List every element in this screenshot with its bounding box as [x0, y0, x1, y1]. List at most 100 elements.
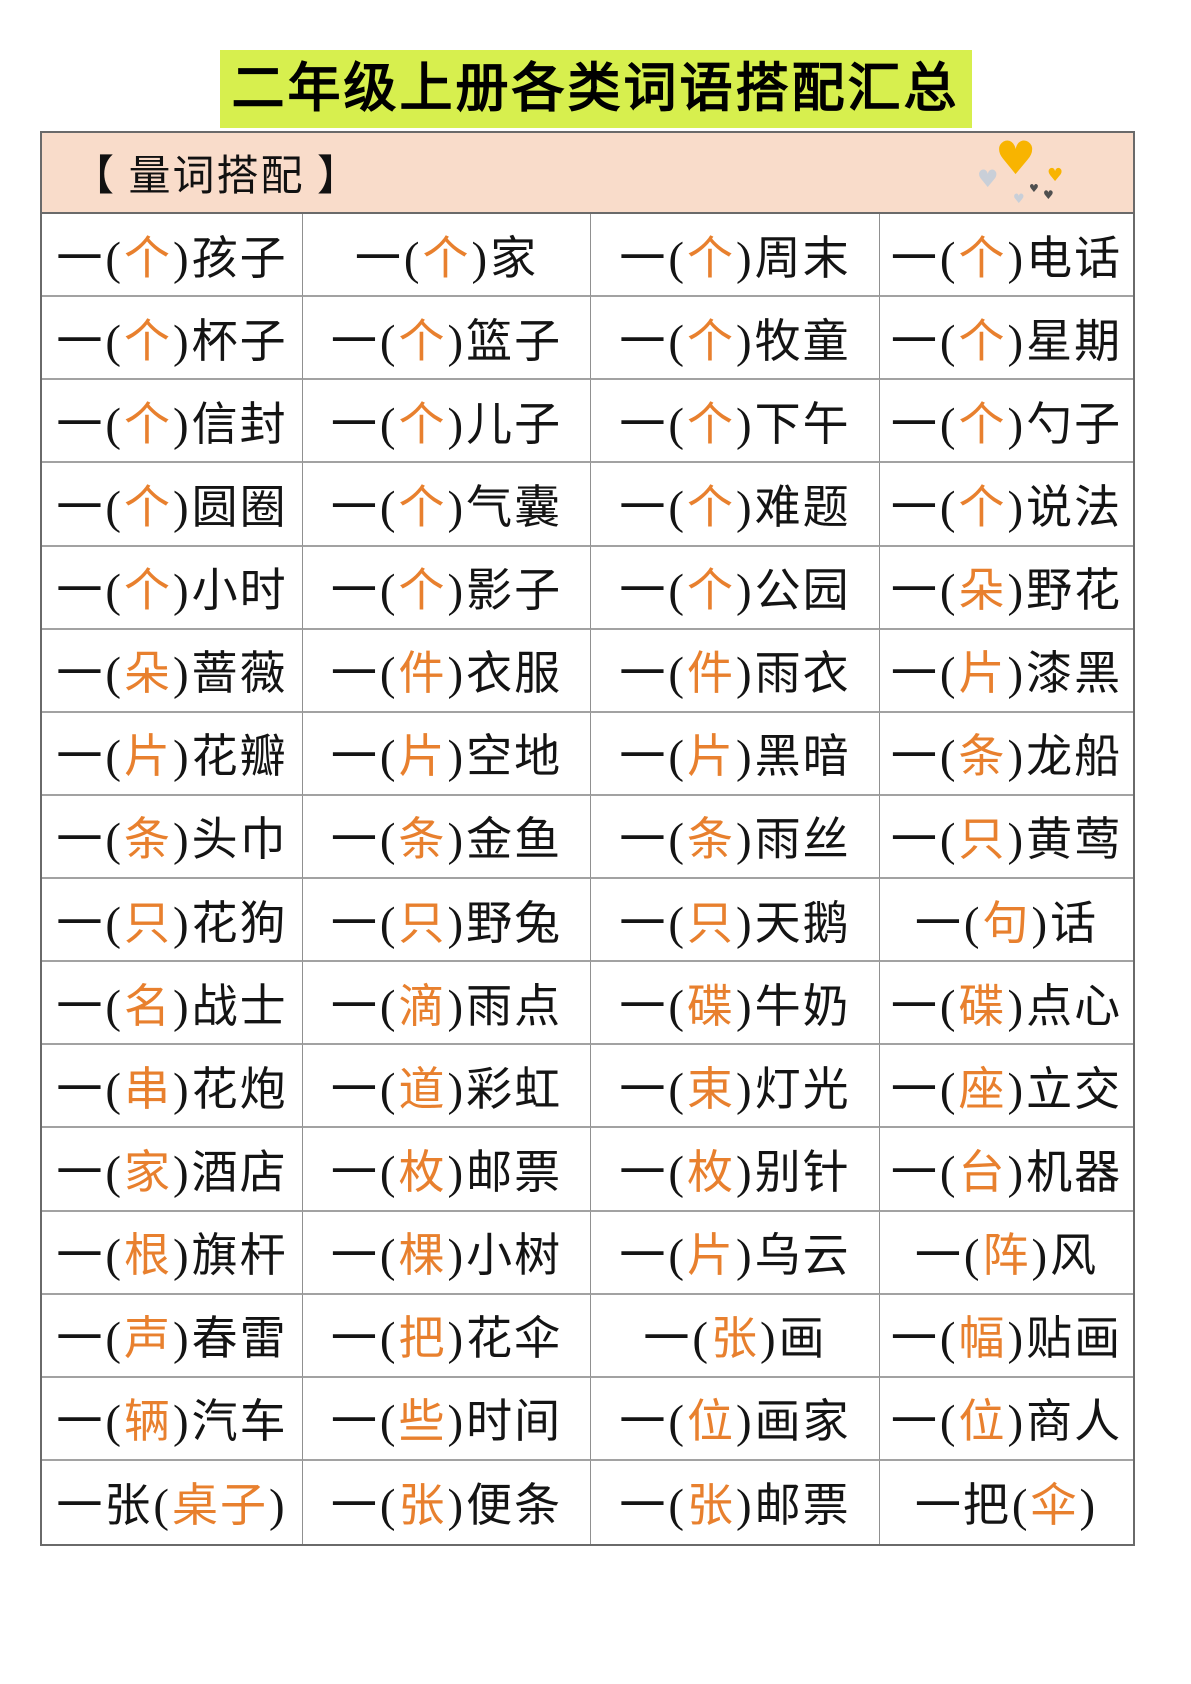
table-cell: 一(个)公园 — [590, 546, 880, 630]
open-paren: ( — [963, 897, 982, 950]
measure-word: 些 — [398, 1396, 447, 1448]
phrase-prefix: 一 — [330, 565, 379, 617]
open-paren: ( — [379, 980, 398, 1033]
collocation-phrase: 一(座)立交 — [891, 1053, 1122, 1119]
close-paren: ) — [447, 731, 466, 784]
close-paren: ) — [1007, 1313, 1026, 1366]
close-paren: ) — [447, 1063, 466, 1116]
open-paren: ( — [379, 897, 398, 950]
close-paren: ) — [1079, 1480, 1098, 1533]
phrase-noun: 头巾 — [191, 814, 288, 866]
open-paren: ( — [668, 731, 686, 784]
close-paren: ) — [173, 1396, 191, 1449]
section-title: 【 量词搭配 】 — [72, 154, 362, 200]
table-cell: 一(只)花狗 — [42, 879, 304, 963]
phrase-noun: 周末 — [754, 232, 851, 284]
table-cell: 一(句)话 — [879, 879, 1133, 963]
phrase-prefix: 一 — [56, 1146, 105, 1198]
phrase-prefix: 一 — [330, 315, 379, 367]
phrase-noun: 春雷 — [191, 1313, 288, 1365]
collocation-phrase: 一(只)黄莺 — [891, 803, 1122, 869]
phrase-noun: 公园 — [754, 565, 851, 617]
table-cell: 一(个)电话 — [879, 214, 1133, 298]
phrase-prefix: 一 — [330, 398, 379, 450]
table-cell: 一(个)圆圈 — [42, 463, 304, 547]
table-cell: 一(张)邮票 — [591, 1460, 880, 1544]
table-cell: 一(名)战士 — [42, 962, 304, 1046]
collocation-phrase: 一(根)旗杆 — [56, 1219, 287, 1285]
content-board: 【 量词搭配 】 ♥ ♥ ♥ ♥ ♥ ♥ 一(个)孩子 一(个)家 一(个)周末 一(… — [40, 131, 1135, 1546]
phrase-noun: 野花 — [1026, 565, 1123, 617]
open-paren: ( — [105, 232, 124, 285]
collocation-phrase: 一(位)商人 — [891, 1385, 1122, 1451]
table-cell: 一(个)难题 — [590, 463, 880, 547]
phrase-noun: 家 — [490, 232, 539, 284]
collocation-phrase: 一(片)乌云 — [619, 1219, 850, 1285]
table-cell: 一(个)气囊 — [303, 463, 591, 547]
open-paren: ( — [668, 1480, 686, 1533]
table-cell: 一(片)乌云 — [590, 1211, 880, 1295]
close-paren: ) — [447, 398, 466, 451]
open-paren: ( — [668, 481, 686, 534]
collocation-phrase: 一(枚)别针 — [619, 1136, 850, 1202]
table-cell: 一(个)杯子 — [42, 297, 304, 381]
table-cell: 一(条)雨丝 — [590, 795, 880, 879]
phrase-prefix: 一张 — [56, 1480, 153, 1532]
open-paren: ( — [379, 1230, 398, 1283]
open-paren: ( — [692, 1313, 710, 1366]
heart-icon-gray: ♥ — [977, 165, 999, 193]
phrase-prefix: 一 — [56, 398, 105, 450]
phrase-noun: 牧童 — [754, 315, 851, 367]
measure-word: 位 — [686, 1396, 735, 1448]
measure-word: 个 — [686, 232, 735, 284]
phrase-noun: 龙船 — [1026, 731, 1123, 783]
phrase-prefix: 一 — [354, 232, 403, 284]
collocation-phrase: 一(个)周末 — [619, 222, 850, 288]
measure-word: 道 — [398, 1063, 447, 1115]
close-paren: ) — [1007, 1396, 1026, 1449]
collocation-phrase: 一(个)气囊 — [331, 471, 562, 537]
open-paren: ( — [668, 980, 686, 1033]
close-paren: ) — [1007, 1063, 1026, 1116]
close-paren: ) — [1007, 648, 1026, 701]
phrase-prefix: 一 — [890, 398, 939, 450]
collocation-phrase: 一(件)衣服 — [331, 637, 562, 703]
close-paren: ) — [447, 1230, 466, 1283]
measure-word: 位 — [958, 1396, 1007, 1448]
close-paren: ) — [1007, 398, 1026, 451]
collocation-phrase: 一(片)黑暗 — [619, 720, 850, 786]
measure-word: 串 — [124, 1063, 173, 1115]
close-paren: ) — [447, 481, 466, 534]
table-cell: 一(碟)牛奶 — [590, 962, 880, 1046]
phrase-noun: 难题 — [754, 481, 851, 533]
open-paren: ( — [379, 315, 398, 368]
collocation-phrase: 一(个)家 — [355, 222, 538, 288]
close-paren: ) — [1007, 565, 1026, 618]
phrase-prefix: 一 — [619, 565, 668, 617]
phrase-noun: 机器 — [1026, 1146, 1123, 1198]
measure-word: 片 — [124, 731, 173, 783]
phrase-noun: 话 — [1050, 897, 1099, 949]
open-paren: ( — [105, 398, 124, 451]
collocation-phrase: 一(棵)小树 — [331, 1219, 562, 1285]
measure-word: 个 — [958, 398, 1007, 450]
measure-word: 根 — [124, 1230, 173, 1282]
table-cell: 一(个)周末 — [590, 214, 880, 298]
open-paren: ( — [939, 731, 958, 784]
collocation-phrase: 一(句)话 — [915, 887, 1098, 953]
collocation-phrase: 一(滴)雨点 — [331, 970, 562, 1036]
measure-word: 句 — [982, 897, 1031, 949]
measure-word: 条 — [686, 814, 735, 866]
phrase-noun: 杯子 — [191, 315, 288, 367]
collocation-phrase: 一(幅)贴画 — [891, 1302, 1122, 1368]
measure-word: 棵 — [398, 1230, 447, 1282]
open-paren: ( — [939, 565, 958, 618]
table-cell: 一(片)花瓣 — [42, 712, 304, 796]
measure-word: 只 — [686, 897, 735, 949]
phrase-prefix: 一 — [890, 1396, 939, 1448]
phrase-prefix: 一 — [330, 1146, 379, 1198]
open-paren: ( — [939, 481, 958, 534]
measure-word: 个 — [958, 481, 1007, 533]
phrase-noun: 花伞 — [466, 1313, 563, 1365]
table-cell: 一(滴)雨点 — [303, 962, 591, 1046]
